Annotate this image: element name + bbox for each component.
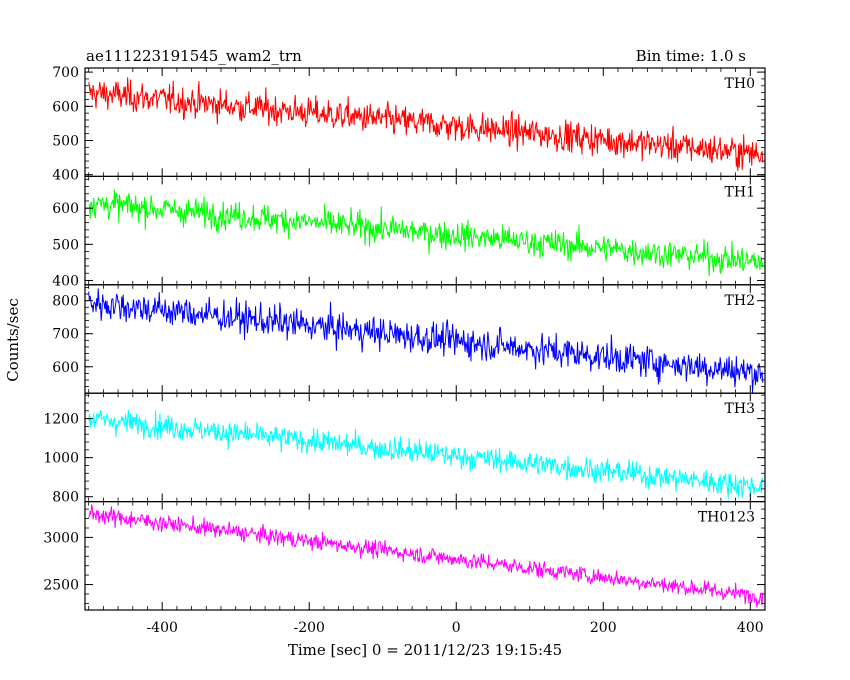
panel-name-label: TH2 [725, 293, 755, 309]
series-line-th1 [88, 189, 764, 277]
x-tick-label: 0 [452, 620, 461, 636]
panel-name-label: TH1 [725, 184, 755, 200]
panel-th0: 400 500 600 700 TH0 [52, 65, 766, 184]
y-tick-label: 1200 [43, 412, 79, 428]
x-axis-label: Time [sec] 0 = 2011/12/23 19:15:45 [288, 641, 562, 659]
panel-name-label: TH0 [725, 76, 755, 92]
y-tick-label: 3000 [43, 530, 79, 546]
y-tick-label: 800 [52, 490, 79, 506]
y-tick-label: 600 [52, 360, 79, 376]
series-line-th0 [88, 77, 764, 171]
y-tick-label: 500 [52, 237, 79, 253]
y-tick-label: 2500 [43, 578, 79, 594]
panel-th3: 800 1000 1200 TH3 [43, 392, 766, 506]
y-tick-label: 400 [52, 273, 79, 289]
panel-th0123: 2500 3000 TH0123 [43, 501, 766, 611]
panels-group: 400 500 600 700 TH0 400 500 600 TH1 600 700 800 TH2 8… [43, 65, 766, 636]
y-tick-label: 700 [52, 65, 79, 81]
y-tick-label: 1000 [43, 451, 79, 467]
y-tick-label: 800 [52, 294, 79, 310]
observation-id-title: ae111223191545_wam2_trn [86, 47, 302, 65]
panel-name-label: TH3 [725, 401, 755, 417]
bin-time-label: Bin time: 1.0 s [636, 47, 746, 65]
y-tick-label: 500 [52, 133, 79, 149]
series-line-th0123 [88, 504, 764, 608]
panel-th1: 400 500 600 TH1 [52, 175, 766, 289]
series-line-th2 [88, 288, 764, 393]
panel-name-label: TH0123 [698, 510, 755, 526]
y-axis-label: Counts/sec [4, 298, 22, 382]
panel-frame [84, 501, 766, 611]
panel-frame [84, 392, 766, 503]
y-tick-label: 600 [52, 99, 79, 115]
x-tick-label: 200 [590, 620, 617, 636]
x-tick-label: 400 [737, 620, 764, 636]
x-tick-label: -200 [293, 620, 324, 636]
x-tick-label: -400 [146, 620, 177, 636]
y-tick-label: 700 [52, 327, 79, 343]
y-tick-label: 400 [52, 168, 79, 184]
panel-th2: 600 700 800 TH2 [52, 284, 766, 394]
y-tick-label: 600 [52, 201, 79, 217]
series-line-th3 [88, 409, 764, 500]
